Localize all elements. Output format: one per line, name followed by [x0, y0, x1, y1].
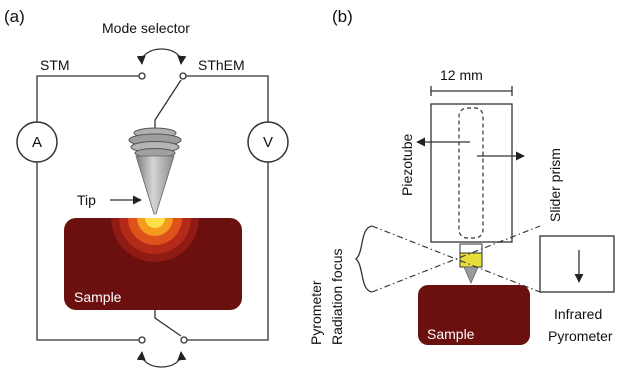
- infrared-pyrometer: [539, 235, 615, 293]
- mode-selector-arrow-top: [136, 48, 187, 65]
- mode-selector-arrow-bottom: [136, 351, 187, 368]
- ammeter-label: A: [32, 134, 42, 151]
- tip-mount: [459, 243, 483, 254]
- stm-terminal-top: [138, 72, 146, 80]
- pyrometer-side-label: Pyrometer: [308, 280, 324, 345]
- dimension-bar: [430, 86, 513, 96]
- panel-b: (b) 12 mm Piezotube Slider prism Pyromet…: [308, 7, 615, 345]
- tip-holder: [128, 127, 182, 158]
- stm-label: STM: [40, 57, 70, 73]
- mode-selector-label: Mode selector: [102, 20, 190, 36]
- slider-prism: [430, 103, 513, 243]
- tip-cone: [135, 155, 175, 215]
- voltmeter: [247, 121, 289, 163]
- focus-line-2: [371, 225, 541, 293]
- sample-b-label: Sample: [427, 326, 475, 342]
- tip-cone-b: [463, 266, 479, 284]
- infrared-label-2: Pyrometer: [548, 328, 613, 344]
- heat-spot: [111, 218, 199, 262]
- dimension-label: 12 mm: [440, 67, 483, 83]
- wire-top-right: [186, 75, 269, 122]
- sthem-terminal-bottom: [180, 336, 188, 344]
- sample-a: [64, 218, 242, 310]
- panel-b-label: (b): [332, 7, 353, 26]
- wire-right-bottom: [187, 162, 269, 341]
- wire-left-bottom: [36, 162, 139, 341]
- tip-heated-zone: [459, 252, 483, 268]
- slider-prism-label: Slider prism: [547, 148, 563, 222]
- infrared-label-1: Infrared: [554, 306, 602, 322]
- sample-b: [418, 285, 530, 345]
- piezotube: [458, 107, 484, 239]
- radiation-focus-label: Radiation focus: [329, 248, 345, 345]
- switch-blade-top: [154, 79, 182, 121]
- panel-a-label: (a): [4, 7, 25, 26]
- ammeter: [16, 121, 58, 163]
- sample-a-label: Sample: [74, 289, 122, 305]
- switch-blade-bottom: [154, 310, 182, 337]
- sthem-terminal-top: [179, 72, 187, 80]
- focus-brace: [355, 225, 373, 293]
- wire-top-left: [36, 75, 139, 122]
- piezotube-label: Piezotube: [399, 134, 415, 196]
- tip-label: Tip: [77, 192, 96, 208]
- sthem-label: SThEM: [198, 57, 245, 73]
- voltmeter-label: V: [263, 134, 273, 151]
- stm-terminal-bottom: [138, 336, 146, 344]
- panel-a: (a) Mode selector STM SThEM A V Tip: [4, 7, 289, 368]
